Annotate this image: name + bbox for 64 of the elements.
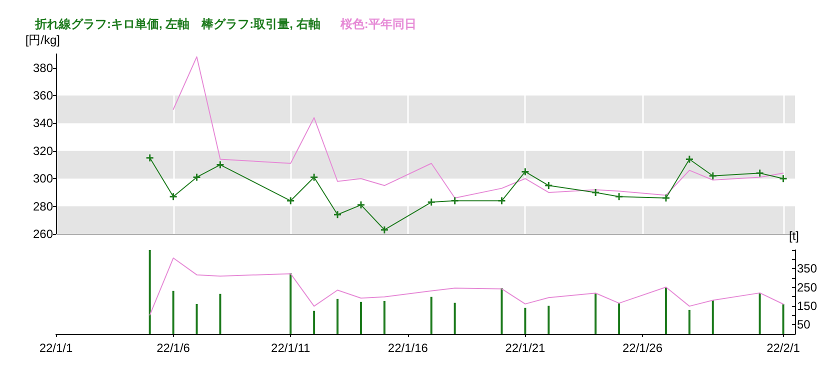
y2-tick-label: 350 [797,262,818,276]
bar [782,304,784,334]
bar [196,304,198,334]
bar [454,302,456,334]
bar [383,300,386,334]
bar [548,306,550,334]
y-tick-label: 340 [32,116,54,130]
point [662,194,670,202]
x-tick-label: 22/1/26 [622,341,663,355]
point [520,167,530,176]
y-axis-title: [円/kg] [25,33,60,47]
bar [758,292,761,334]
point [591,188,600,197]
point [380,226,389,234]
point [286,196,295,206]
point [169,192,178,201]
point [333,210,342,219]
bar [219,294,222,334]
bar [618,303,620,334]
point [685,154,694,164]
chart-subtitle: 桜色:平年同日 [339,17,416,31]
point [708,172,718,180]
bar [712,300,714,334]
point [192,172,202,182]
bar [430,296,432,334]
x-tick-label: 22/2/1 [766,341,800,355]
y2-axis-title: [t] [789,229,800,243]
y-tick-label: 360 [32,88,54,103]
bar [148,250,151,334]
y2-tick-label: 50 [797,318,811,332]
y-tick-label: 320 [32,144,54,158]
point [544,181,553,190]
y-tick-label: 300 [32,172,54,186]
bar [360,302,362,334]
point [310,172,318,182]
x-tick-label: 22/1/21 [505,341,546,355]
bar [688,310,690,334]
point [427,198,436,206]
point [216,160,224,170]
line-series [172,56,784,198]
y-tick-label: 380 [32,60,54,75]
bar [524,308,526,334]
bar [594,293,597,334]
bar [172,290,174,334]
point [450,196,460,206]
bar [290,273,292,334]
chart-title: 折れ線グラフ:キロ単価, 左軸 棒グラフ:取引量, 右軸 [34,17,320,31]
bar [664,287,667,334]
point [356,200,366,210]
bar [313,310,316,334]
x-tick-label: 22/1/11 [271,341,310,355]
x-tick-label: 22/1/6 [156,341,190,355]
bar [500,288,503,334]
point [614,192,624,201]
y2-tick-label: 250 [797,280,818,294]
y2-tick-label: 150 [797,299,818,313]
bar [336,298,339,334]
x-tick-label: 22/1/1 [39,341,73,355]
y-tick-label: 280 [32,199,54,214]
point [497,196,506,206]
line-series [149,258,784,316]
point [756,168,764,178]
x-tick-label: 22/1/16 [388,341,428,355]
y-tick-label: 260 [32,227,54,241]
